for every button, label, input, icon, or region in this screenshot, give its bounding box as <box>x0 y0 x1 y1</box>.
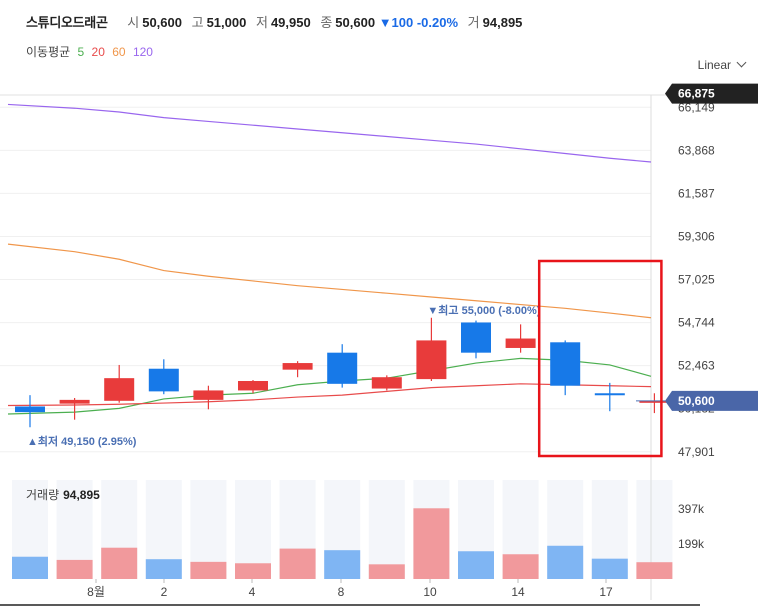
volume-bar <box>190 561 227 579</box>
volume-bar <box>324 550 361 579</box>
close-value: 50,600 <box>335 15 376 30</box>
volume-bar <box>458 551 494 579</box>
change-value: ▼100 -0.20% <box>378 15 459 30</box>
candle-body <box>104 378 135 401</box>
last-price-tag <box>665 390 758 411</box>
candle-body <box>371 377 402 389</box>
volume-label-value: 94,895 <box>63 488 100 502</box>
volume-bar <box>368 564 405 579</box>
x-tick-label: 10 <box>423 585 437 599</box>
y-tick-label: 61,587 <box>678 186 715 200</box>
volume-bg-column <box>368 480 405 579</box>
moving-average-legend[interactable]: 이동평균 5 20 60 120 <box>26 43 157 60</box>
x-tick-label: 8 <box>338 585 345 599</box>
stock-name: 스튜디오드래곤 <box>26 15 108 30</box>
volume-bg-column <box>235 480 271 579</box>
x-tick-label: 14 <box>511 585 525 599</box>
candle-body <box>639 400 670 403</box>
y-tick-label: 66,149 <box>678 100 715 114</box>
volume-bar <box>279 548 316 579</box>
candle-body <box>282 363 313 370</box>
candle-body <box>505 338 536 348</box>
high-value: 51,000 <box>206 15 247 30</box>
volume-bar <box>101 547 138 579</box>
ma-legend-5: 5 <box>77 45 85 59</box>
volume-bar <box>235 563 271 579</box>
candle-body <box>238 380 268 391</box>
candle-body <box>59 399 90 404</box>
volume-header-value: 94,895 <box>482 15 523 30</box>
x-tick-label: 2 <box>161 585 168 599</box>
close-label: 종 <box>320 15 333 30</box>
candle-body <box>15 406 45 413</box>
low-annotation: ▲최저 49,150 (2.95%) <box>27 434 137 448</box>
volume-bar <box>413 508 450 579</box>
last-price-tag-label: 50,600 <box>678 394 715 408</box>
candle-body <box>327 352 358 384</box>
x-tick-label: 8월 <box>87 585 105 599</box>
y-tick-label: 52,463 <box>678 359 715 373</box>
y-tick-label: 63,868 <box>678 143 715 157</box>
volume-tick-label: 397k <box>678 502 705 516</box>
candle-body <box>416 340 447 380</box>
y-tick-label: 54,744 <box>678 316 715 330</box>
open-label: 시 <box>127 15 140 30</box>
moving-average-line-60 <box>7 243 652 319</box>
volume-bar <box>56 559 93 579</box>
ma-legend-20: 20 <box>91 45 105 59</box>
scale-select[interactable]: Linear <box>697 57 747 72</box>
volume-bar <box>636 562 673 579</box>
high-annotation: ▼최고 55,000 (-8.00%) <box>427 303 540 317</box>
candle-body <box>550 342 581 386</box>
moving-average-line-120 <box>7 103 652 163</box>
volume-bar <box>502 554 539 579</box>
x-tick-label: 17 <box>599 585 613 599</box>
high-price-tag <box>665 83 758 104</box>
high-label: 고 <box>191 15 204 30</box>
candle-body <box>461 322 491 353</box>
ma-legend-120: 120 <box>132 45 153 59</box>
ma-legend-60: 60 <box>112 45 126 59</box>
low-value: 49,950 <box>270 15 311 30</box>
volume-tick-label: 199k <box>678 537 705 551</box>
high-price-tag-label: 66,875 <box>678 87 715 101</box>
open-value: 50,600 <box>142 15 182 30</box>
low-label: 저 <box>255 15 268 30</box>
volume-label-text: 거래량 <box>26 488 60 502</box>
x-tick-label: 4 <box>249 585 256 599</box>
y-tick-label: 57,025 <box>678 273 715 287</box>
scale-select-value: Linear <box>697 58 731 72</box>
highlight-box <box>537 259 663 458</box>
y-tick-label: 59,306 <box>678 229 715 243</box>
candle-body <box>193 390 224 400</box>
stock-header: 스튜디오드래곤 시 50,600 고 51,000 저 49,950 종 50,600 … <box>26 12 522 31</box>
candle-body <box>148 368 179 392</box>
volume-header-label: 거 <box>467 15 480 30</box>
volume-label: 거래량 94,895 <box>26 486 100 503</box>
volume-bar <box>12 556 48 579</box>
candle-body <box>594 393 625 396</box>
volume-bar <box>591 558 628 579</box>
volume-bar <box>145 559 182 579</box>
volume-bar <box>547 545 584 579</box>
y-tick-label: 47,901 <box>678 445 715 459</box>
ma-legend-title: 이동평균 <box>26 45 71 59</box>
